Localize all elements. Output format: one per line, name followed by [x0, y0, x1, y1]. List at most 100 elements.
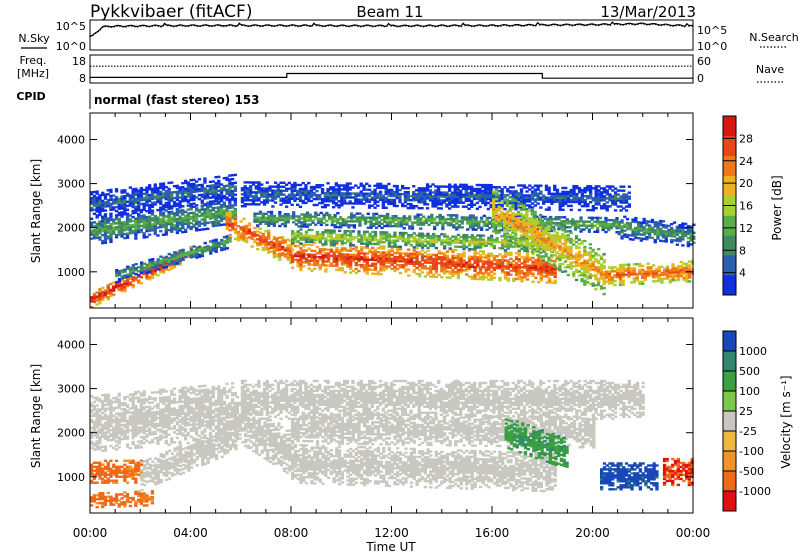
- power-cell-b2: [162, 212, 165, 214]
- power-cell-b4: [248, 222, 251, 224]
- power-cell-b6: [399, 246, 402, 248]
- power-cell-b5: [324, 268, 327, 270]
- power-cell-b3: [126, 209, 129, 211]
- power-cell-b1: [151, 258, 154, 260]
- power-cell-b8: [376, 205, 379, 207]
- power-cell-b5: [548, 277, 551, 279]
- power-cell-b6: [333, 230, 336, 232]
- power-cell-b8: [387, 183, 390, 185]
- power-cell-b5: [421, 271, 424, 273]
- power-cell-b8: [553, 185, 556, 187]
- power-cell-b6: [413, 232, 416, 234]
- power-cell-b5: [355, 268, 358, 270]
- frequency-panel: Freq. [MHz] 18 8 60 0 Nave: [17, 54, 784, 85]
- power-cell-b6: [421, 233, 424, 235]
- noise-traces: [90, 22, 693, 36]
- power-cell-b5: [440, 276, 443, 278]
- power-cell-b8: [512, 186, 515, 188]
- radar-title: Pykkvibaer (fitACF): [90, 2, 252, 22]
- power-cell-b2: [140, 229, 143, 231]
- power-cell-b8: [548, 207, 551, 209]
- power-cell-b7: [270, 211, 273, 213]
- power-cell-b5: [379, 273, 382, 275]
- power-cell-b8: [396, 205, 399, 207]
- power-cell-b5: [407, 274, 410, 276]
- power-cell-b9: [522, 204, 525, 206]
- power-cell-b8: [548, 187, 551, 189]
- power-cell-b6: [299, 232, 302, 234]
- power-cell-b5: [438, 250, 441, 252]
- power-cell-b8: [274, 182, 277, 184]
- power-cell-b8: [285, 206, 288, 208]
- power-cell-b6: [357, 230, 360, 232]
- power-cell-b8: [379, 191, 382, 193]
- power-cell-b8: [407, 187, 410, 189]
- power-cell-b5: [291, 267, 294, 269]
- power-cell-b3: [104, 209, 107, 211]
- power-cell-b8: [503, 208, 506, 210]
- power-cell-b1: [182, 259, 185, 261]
- power-cell-b8: [321, 188, 324, 190]
- power-cell-b1: [204, 242, 207, 244]
- power-cell-b9: [495, 222, 498, 224]
- power-cell-b9: [539, 218, 542, 220]
- power-cell-b8: [564, 187, 567, 189]
- noise-panel: N.Sky 10^5 10^0 10^5 10^0 N.Search: [18, 20, 798, 53]
- power-cell-b8: [396, 185, 399, 187]
- power-cell-b3: [203, 177, 206, 179]
- power-cell-b7: [278, 211, 281, 213]
- power-cell-b8: [420, 207, 423, 209]
- power-cell-b1: [135, 263, 138, 265]
- power-cell-b8: [539, 206, 542, 208]
- power-cell-b5: [498, 253, 501, 255]
- cpid-row: CPID normal (fast stereo) 153: [16, 89, 259, 109]
- power-cell-b8: [271, 205, 274, 207]
- power-cell-b6: [443, 233, 446, 235]
- power-cell-b5: [308, 267, 311, 269]
- power-cell-b7: [430, 214, 433, 216]
- freq-left-tick-top: 18: [72, 55, 86, 68]
- power-cell-b5: [509, 274, 512, 276]
- power-cell-b0: [190, 246, 193, 248]
- power-cell-b8: [407, 191, 410, 193]
- power-cell-b8: [628, 203, 631, 205]
- power-cell-b5: [531, 257, 534, 259]
- power-cell-b8: [539, 191, 542, 193]
- power-cell-b5: [531, 281, 534, 283]
- power-cell-b5: [526, 278, 529, 280]
- power-cell-b1: [215, 239, 218, 241]
- power-cell-b8: [628, 196, 631, 198]
- power-cell-b2: [159, 230, 162, 232]
- power-cell-b3: [198, 178, 201, 180]
- power-cell-b5: [490, 253, 493, 255]
- cpid-text: normal (fast stereo) 153: [94, 93, 260, 107]
- power-cell-b8: [385, 207, 388, 209]
- nave-right-tick-bottom: 0: [697, 72, 704, 85]
- power-cell-b4: [251, 245, 254, 247]
- power-cell-b8: [426, 203, 429, 205]
- power-cell-b7: [325, 224, 328, 226]
- power-cell-b7: [455, 214, 458, 216]
- power-cell-b7: [615, 217, 618, 219]
- power-cell-b4: [234, 216, 237, 218]
- power-cell-b8: [321, 184, 324, 186]
- power-cell-b5: [313, 268, 316, 270]
- power-cell-b2: [98, 236, 101, 238]
- power-cell-b6: [310, 229, 313, 231]
- power-cell-b5: [520, 270, 523, 272]
- power-cell-b3: [203, 203, 206, 205]
- noise-right-label: N.Search: [749, 31, 799, 44]
- power-cell-b5: [302, 265, 305, 267]
- power-cell-b6: [457, 234, 460, 236]
- power-cell-b1: [137, 274, 140, 276]
- power-cell-b5: [341, 267, 344, 269]
- power-cell-b6: [435, 247, 438, 249]
- power-cell-b0: [140, 282, 143, 284]
- power-cell-b5: [291, 249, 294, 251]
- power-cell-b3: [217, 176, 220, 178]
- power-cell-b8: [351, 206, 354, 208]
- power-cell-b7: [461, 226, 464, 228]
- power-cell-b8: [307, 182, 310, 184]
- power-cell-b8: [291, 204, 294, 206]
